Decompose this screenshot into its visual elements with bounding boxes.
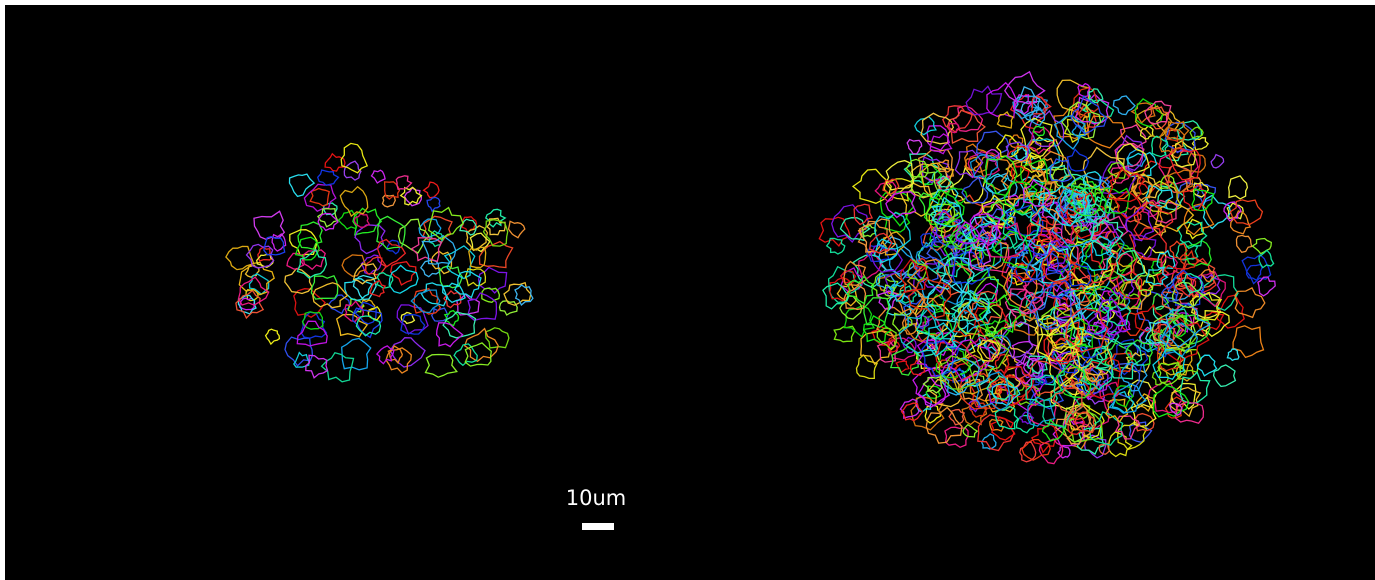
micrograph: 10um [0,0,1375,580]
scale-bar-label: 10um [566,486,627,510]
scale-bar [582,523,614,530]
page: 10um (() => { const data = JSON.parse(do… [0,0,1375,580]
